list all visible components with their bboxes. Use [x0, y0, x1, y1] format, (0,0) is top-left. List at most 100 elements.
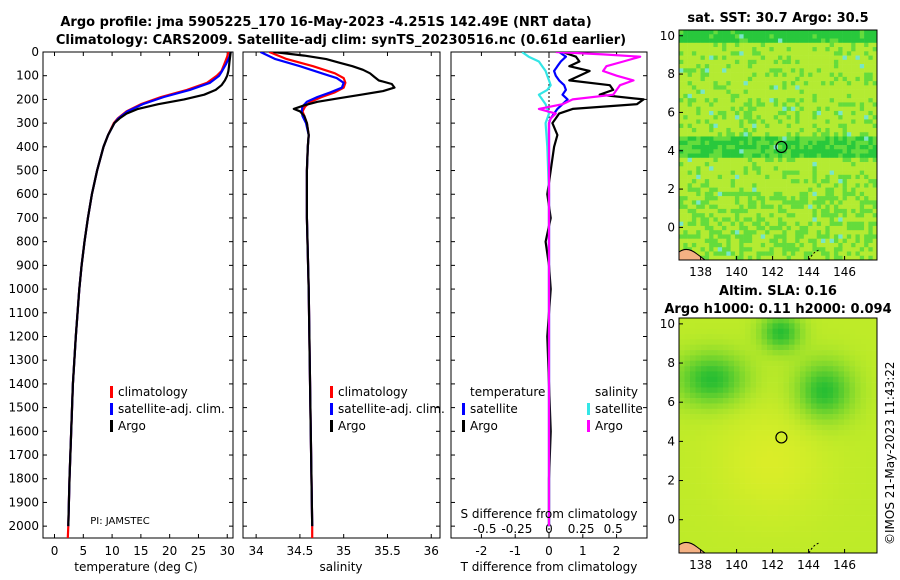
heatmap-cell [734, 102, 740, 107]
heatmap-cell [728, 494, 735, 500]
heatmap-cell [849, 542, 856, 548]
heatmap-cell [739, 85, 744, 90]
heatmap-cell [790, 174, 796, 180]
heatmap-cell [690, 414, 696, 420]
heatmap-cell [747, 221, 753, 227]
heatmap-cell [695, 382, 702, 388]
heatmap-cell [811, 328, 817, 335]
heatmap-cell [712, 499, 718, 506]
salinity-plot-frame [242, 51, 441, 539]
heatmap-cell [846, 55, 852, 61]
heatmap-cell [851, 251, 856, 257]
heatmap-cell [782, 68, 787, 73]
heatmap-cell [838, 110, 843, 116]
heatmap-cell [739, 408, 746, 415]
heatmap-cell [790, 136, 796, 142]
heatmap-cell [679, 38, 684, 44]
heatmap-cell [866, 323, 872, 329]
heatmap-cell [833, 392, 839, 399]
heatmap-cell [838, 403, 845, 410]
heatmap-cell [726, 187, 731, 193]
x-tick-label: 10 [104, 544, 119, 558]
heatmap-cell [816, 542, 823, 548]
heatmap-cell [683, 76, 688, 82]
heatmap-cell [844, 488, 850, 495]
heatmap-cell [849, 526, 856, 532]
heatmap-cell [769, 140, 774, 146]
heatmap-cell [859, 59, 865, 65]
heatmap-cell [838, 547, 845, 553]
heatmap-cell [821, 123, 826, 129]
heatmap-cell [701, 334, 707, 340]
heatmap-cell [864, 115, 869, 120]
heatmap-cell [723, 504, 729, 511]
heatmap-cell [739, 76, 744, 82]
heatmap-cell [789, 456, 795, 463]
heatmap-cell [812, 166, 818, 171]
heatmap-cell [795, 38, 800, 44]
heatmap-cell [838, 34, 843, 39]
heatmap-cell [730, 136, 736, 142]
heatmap-cell [700, 64, 706, 69]
heatmap-cell [756, 515, 762, 522]
heatmap-cell [782, 213, 787, 218]
heatmap-cell [761, 350, 768, 356]
heatmap-cell [829, 251, 835, 257]
heatmap-cell [866, 520, 872, 527]
heatmap-cell [691, 123, 697, 129]
heatmap-cell [808, 110, 813, 116]
heatmap-cell [756, 488, 762, 495]
heatmap-cell [750, 472, 757, 479]
heatmap-cell [794, 398, 801, 404]
heatmap-cell [778, 30, 783, 35]
heatmap-cell [833, 430, 839, 436]
heatmap-cell [794, 478, 801, 484]
heatmap-cell [800, 408, 806, 415]
heatmap-cell [723, 440, 729, 447]
heatmap-cell [805, 430, 812, 436]
x-tick-label: -1 [509, 544, 521, 558]
heatmap-cell [717, 170, 723, 176]
heatmap-cell [695, 360, 702, 367]
depth-tick-label: 1000 [8, 282, 39, 296]
heatmap-cell [717, 360, 724, 367]
heatmap-cell [778, 59, 783, 65]
heatmap-cell [767, 515, 773, 522]
heatmap-cell [696, 127, 701, 133]
heatmap-cell [679, 127, 684, 133]
heatmap-cell [812, 230, 818, 235]
heatmap-cell [704, 213, 710, 218]
heatmap-cell [704, 132, 710, 137]
heatmap-cell [789, 526, 795, 532]
heatmap-cell [709, 59, 714, 65]
heatmap-cell [846, 30, 852, 35]
heatmap-cell [872, 64, 877, 69]
heatmap-cell [842, 217, 848, 222]
heatmap-cell [872, 234, 877, 239]
heatmap-cell [761, 392, 768, 399]
heatmap-cell [704, 64, 710, 69]
heatmap-cell [860, 376, 867, 383]
heatmap-cell [752, 30, 757, 35]
heatmap-cell [769, 162, 774, 167]
heatmap-cell [778, 414, 784, 420]
heatmap-cell [789, 520, 795, 527]
heatmap-cell [756, 119, 762, 124]
heatmap-cell [700, 123, 706, 129]
heatmap-cell [739, 472, 746, 479]
heatmap-cell [778, 179, 783, 184]
heatmap-cell [859, 247, 865, 252]
heatmap-cell [690, 318, 696, 324]
heatmap-cell [846, 234, 852, 239]
heatmap-cell [695, 398, 702, 404]
heatmap-cell [734, 98, 740, 103]
heatmap-cell [728, 451, 735, 458]
heatmap-cell [799, 127, 805, 133]
heatmap-cell [690, 462, 696, 468]
heatmap-cell [769, 196, 774, 201]
heatmap-cell [734, 504, 740, 511]
heatmap-cell [821, 208, 826, 214]
heatmap-cell [704, 187, 710, 193]
heatmap-cell [833, 51, 839, 56]
